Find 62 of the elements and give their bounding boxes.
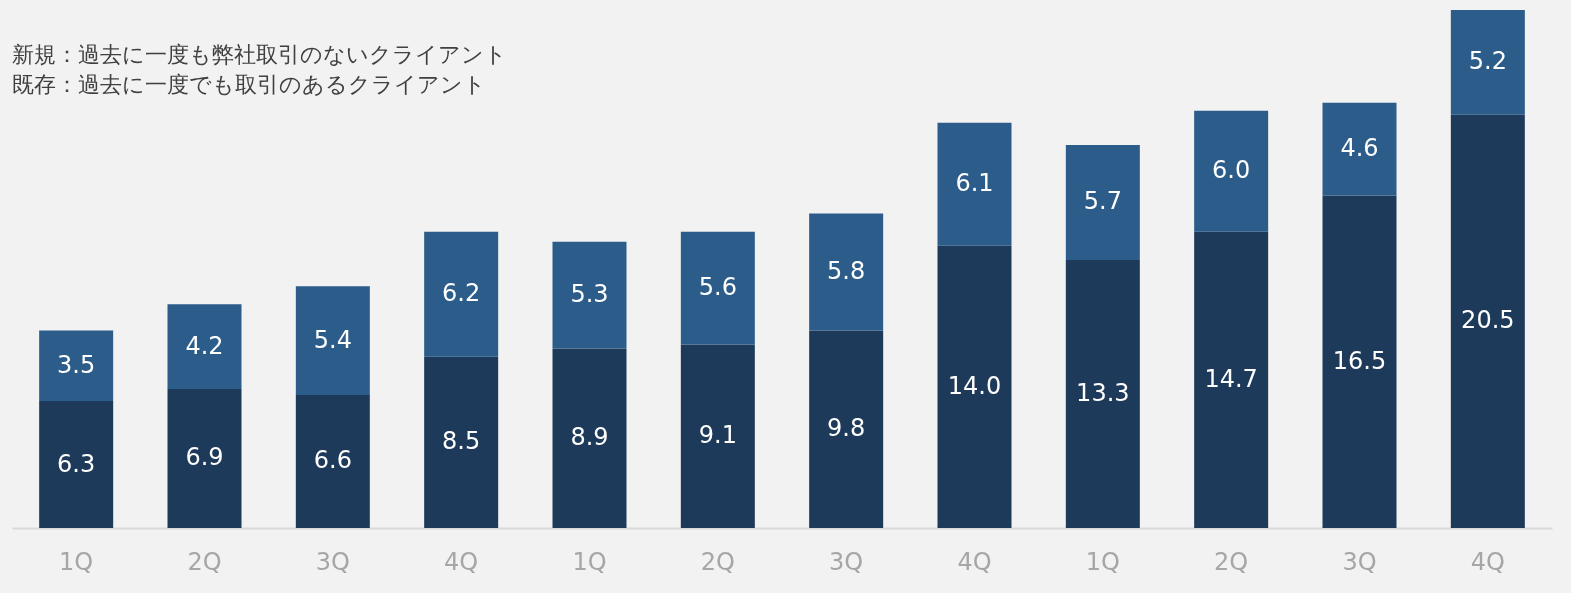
bar (1450, 114, 1525, 528)
x-tick-label: 3Q (829, 547, 864, 576)
bar (552, 348, 627, 528)
bar (809, 330, 884, 528)
bar (167, 388, 242, 528)
data-label: 5.3 (570, 280, 609, 309)
data-label: 20.5 (1461, 306, 1515, 335)
data-label: 6.6 (313, 446, 352, 475)
bar (1194, 110, 1269, 232)
bar (295, 286, 370, 395)
bar (424, 231, 499, 357)
data-label: 9.8 (827, 414, 866, 443)
bar (1065, 259, 1140, 528)
annotation: 新規：過去に一度も弊社取引のないクライアント (12, 42, 507, 67)
x-tick-label: 1Q (59, 547, 94, 576)
data-label: 14.7 (1204, 364, 1258, 393)
x-tick-label: 1Q (1085, 547, 1120, 576)
data-label: 4.2 (185, 331, 224, 360)
data-label: 4.6 (1340, 134, 1379, 163)
x-tick-label: 3Q (1342, 547, 1377, 576)
data-label: 13.3 (1076, 378, 1130, 407)
x-tick-label: 2Q (187, 547, 222, 576)
bar (1194, 231, 1269, 528)
data-label: 6.0 (1212, 156, 1251, 185)
bar (1322, 195, 1397, 528)
bar (937, 122, 1012, 246)
bar (552, 241, 627, 349)
data-label: 5.7 (1083, 187, 1122, 216)
data-label: 5.6 (698, 273, 737, 302)
x-tick-label: 3Q (315, 547, 350, 576)
x-tick-label: 2Q (1214, 547, 1249, 576)
data-label: 16.5 (1332, 346, 1387, 375)
bar (39, 401, 114, 528)
data-label: 6.1 (955, 169, 994, 198)
data-label: 6.3 (57, 449, 96, 478)
bar (680, 344, 755, 528)
data-label: 5.2 (1468, 47, 1507, 76)
bar (1450, 10, 1525, 115)
x-tick-label: 4Q (444, 547, 479, 576)
annotation: 既存：過去に一度でも取引のあるクライアント (12, 72, 486, 97)
data-label: 6.9 (185, 443, 224, 472)
bar (167, 304, 242, 389)
data-label: 8.5 (442, 427, 481, 456)
x-tick-label: 4Q (957, 547, 992, 576)
x-tick-label: 4Q (1470, 547, 1505, 576)
bar (1322, 102, 1397, 196)
bar (680, 231, 755, 345)
data-label: 14.0 (947, 371, 1002, 400)
data-label: 3.5 (57, 350, 96, 379)
bar (937, 245, 1012, 528)
data-label: 5.8 (827, 257, 866, 286)
bar (39, 330, 114, 402)
x-tick-label: 2Q (700, 547, 735, 576)
bar (809, 213, 884, 331)
x-tick-label: 1Q (572, 547, 607, 576)
bar (1065, 145, 1140, 260)
bar (295, 394, 370, 528)
data-label: 9.1 (698, 421, 737, 450)
data-label: 8.9 (570, 423, 609, 452)
bar (424, 356, 499, 528)
data-label: 5.4 (313, 325, 352, 354)
data-label: 6.2 (442, 279, 481, 308)
